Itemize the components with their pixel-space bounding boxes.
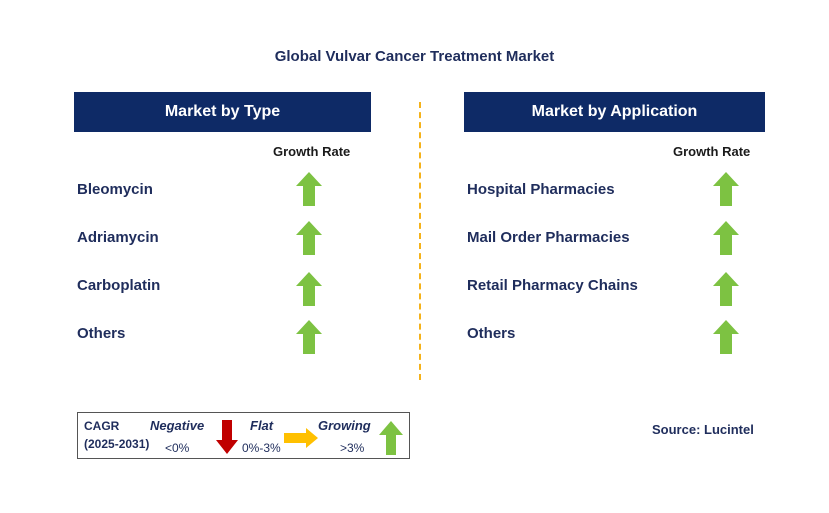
right-item-label: Others [467,325,516,342]
right-panel-header: Market by Application [464,92,765,132]
left-item-label: Carboplatin [77,277,161,294]
legend-growing-range: >3% [340,441,365,455]
cagr-legend [77,412,410,459]
legend-growing-label: Growing [318,418,371,433]
up-arrow-icon [379,421,403,455]
legend-negative-label: Negative [150,418,205,433]
source-label: Source: Lucintel [652,422,754,437]
left-item-label: Others [77,325,126,342]
up-arrow-icon [713,221,739,255]
down-arrow-icon [216,420,238,454]
right-growth-rate-header: Growth Rate [673,144,751,159]
up-arrow-icon [296,320,322,354]
panel-divider [419,102,421,380]
left-item-label: Bleomycin [77,181,153,198]
legend-flat-label: Flat [250,418,274,433]
right-item-label: Hospital Pharmacies [467,181,615,198]
up-arrow-icon [713,172,739,206]
legend-cagr-period: (2025-2031) [84,437,150,451]
up-arrow-icon [713,320,739,354]
legend-negative-range: <0% [165,441,190,455]
up-arrow-icon [296,172,322,206]
left-panel-header: Market by Type [74,92,371,132]
up-arrow-icon [296,221,322,255]
left-growth-rate-header: Growth Rate [273,144,351,159]
up-arrow-icon [296,272,322,306]
legend-cagr-label: CAGR [84,419,120,433]
legend-flat-range: 0%-3% [242,441,281,455]
right-item-label: Mail Order Pharmacies [467,229,630,246]
page-title: Global Vulvar Cancer Treatment Market [274,48,555,65]
up-arrow-icon [713,272,739,306]
left-item-label: Adriamycin [77,229,159,246]
right-arrow-icon [284,428,318,448]
right-item-label: Retail Pharmacy Chains [467,277,638,294]
